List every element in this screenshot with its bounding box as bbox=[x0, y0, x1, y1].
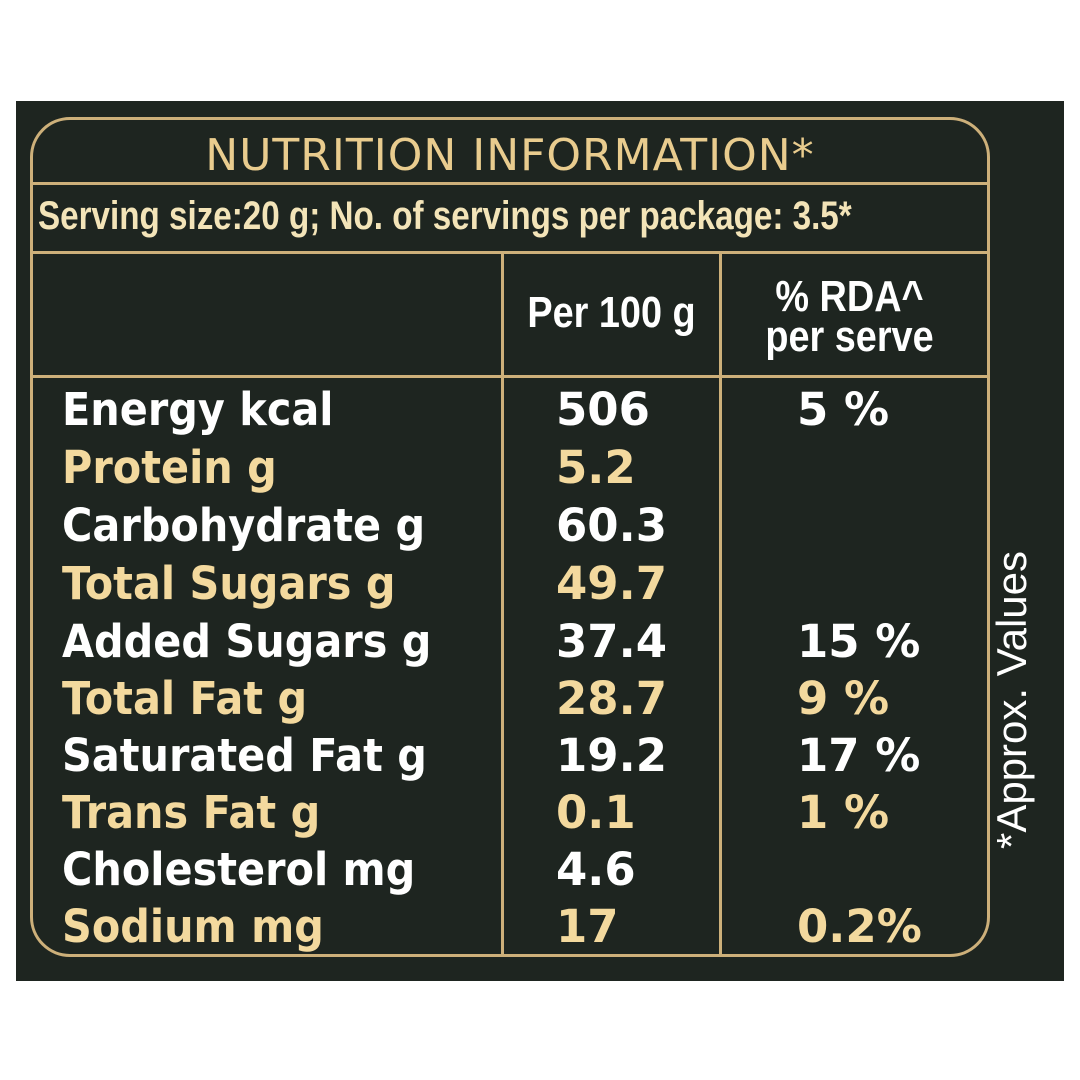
rda-value: 15 % bbox=[797, 615, 921, 668]
table-row: Trans Fat g 0.1 1 % bbox=[0, 784, 1080, 842]
nutrient-name: Saturated Fat g bbox=[62, 729, 427, 782]
per100-value: 0.1 bbox=[556, 786, 636, 839]
nutrient-name: Protein g bbox=[62, 441, 277, 494]
serving-size-line: Serving size:20 g; No. of servings per p… bbox=[38, 194, 852, 238]
table-row: Cholesterol mg 4.6 bbox=[0, 841, 1080, 899]
column-header-rda-line1: % RDA^ bbox=[775, 272, 924, 321]
column-header-per100: Per 100 g bbox=[527, 288, 696, 337]
per100-value: 5.2 bbox=[556, 441, 636, 494]
rda-value: 9 % bbox=[797, 672, 890, 725]
table-row: Total Sugars g 49.7 bbox=[0, 555, 1080, 613]
nutrition-label-panel bbox=[16, 101, 1064, 981]
nutrient-name: Trans Fat g bbox=[62, 786, 321, 839]
table-row: Energy kcal 506 5 % bbox=[0, 381, 1080, 439]
rda-value: 5 % bbox=[797, 383, 890, 436]
table-row: Protein g 5.2 bbox=[0, 439, 1080, 497]
label-border bbox=[30, 117, 990, 957]
per100-value: 19.2 bbox=[556, 729, 668, 782]
nutrient-name: Total Fat g bbox=[62, 672, 308, 725]
per100-value: 37.4 bbox=[556, 615, 668, 668]
table-row: Sodium mg 17 0.2% bbox=[0, 898, 1080, 956]
rda-value: 17 % bbox=[797, 729, 921, 782]
label-title: NUTRITION INFORMATION* bbox=[205, 130, 815, 181]
rda-value: 0.2% bbox=[797, 900, 922, 953]
column-divider-1 bbox=[501, 251, 504, 957]
nutrient-name: Added Sugars g bbox=[62, 615, 432, 668]
divider-below-title bbox=[30, 182, 990, 185]
approx-values-note: *Approx. Values bbox=[988, 550, 1035, 850]
table-row: Saturated Fat g 19.2 17 % bbox=[0, 727, 1080, 785]
nutrient-name: Energy kcal bbox=[62, 383, 334, 436]
table-row: Total Fat g 28.7 9 % bbox=[0, 670, 1080, 728]
per100-value: 17 bbox=[556, 900, 619, 953]
nutrient-name: Sodium mg bbox=[62, 900, 324, 953]
divider-below-serving bbox=[30, 251, 990, 254]
table-row: Carbohydrate g 60.3 bbox=[0, 497, 1080, 555]
column-divider-2 bbox=[719, 251, 722, 957]
divider-below-headers bbox=[30, 375, 990, 378]
per100-value: 60.3 bbox=[556, 499, 668, 552]
per100-value: 28.7 bbox=[556, 672, 668, 725]
nutrient-name: Total Sugars g bbox=[62, 557, 396, 610]
per100-value: 49.7 bbox=[556, 557, 668, 610]
nutrient-name: Carbohydrate g bbox=[62, 499, 426, 552]
table-row: Added Sugars g 37.4 15 % bbox=[0, 613, 1080, 671]
column-header-rda-line2: per serve bbox=[765, 312, 934, 361]
per100-value: 4.6 bbox=[556, 843, 636, 896]
nutrient-name: Cholesterol mg bbox=[62, 843, 416, 896]
rda-value: 1 % bbox=[797, 786, 890, 839]
per100-value: 506 bbox=[556, 383, 650, 436]
